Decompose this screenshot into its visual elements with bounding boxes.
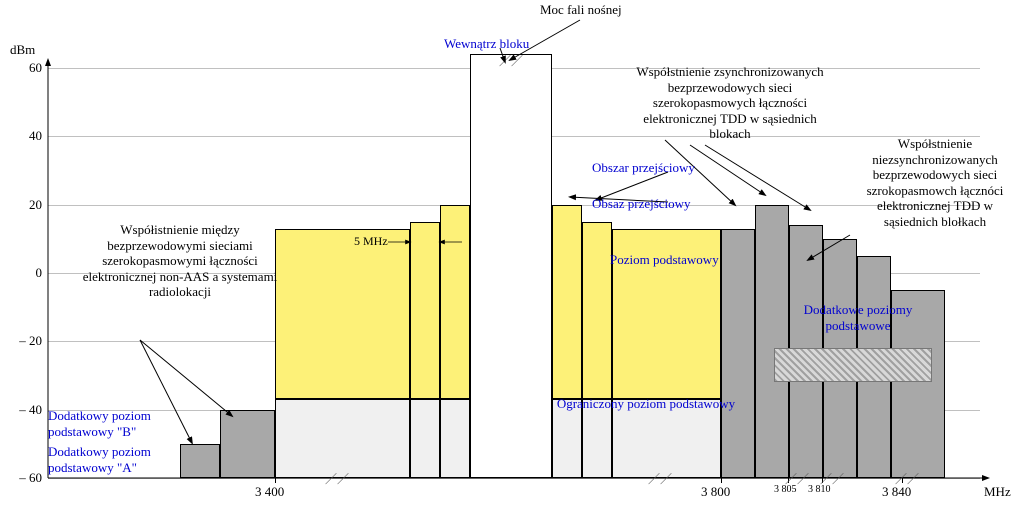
label-wewnatrz: Wewnątrz bloku [444, 36, 564, 52]
label-dodatkowe-poziomy: Dodatkowe poziomy podstawowe [778, 302, 938, 333]
label-obsaz-przej: Obsaz przejściowy [592, 196, 752, 212]
label-moc-fali: Moc fali nośnej [540, 2, 700, 18]
label-dodatkowy-b: Dodatkowy poziom podstawowy "B" [48, 408, 198, 439]
label-wspol-nonaas: Współistnienie między bezprzewodowymi si… [80, 222, 280, 300]
label-obszar-przej: Obszar przejściowy [592, 160, 752, 176]
label-poziom-podst: Poziom podstawowy [610, 252, 740, 268]
label-wspol-nonsync: Współstnienie niezsynchronizowanych bezp… [850, 136, 1020, 230]
label-ograniczony: Ograniczony poziom podstawowy [556, 396, 736, 412]
label-dodatkowy-a: Dodatkowy poziom podstawowy "A" [48, 444, 198, 475]
label-wspol-sync: Współstnienie zsynchronizowanych bezprze… [625, 64, 835, 142]
